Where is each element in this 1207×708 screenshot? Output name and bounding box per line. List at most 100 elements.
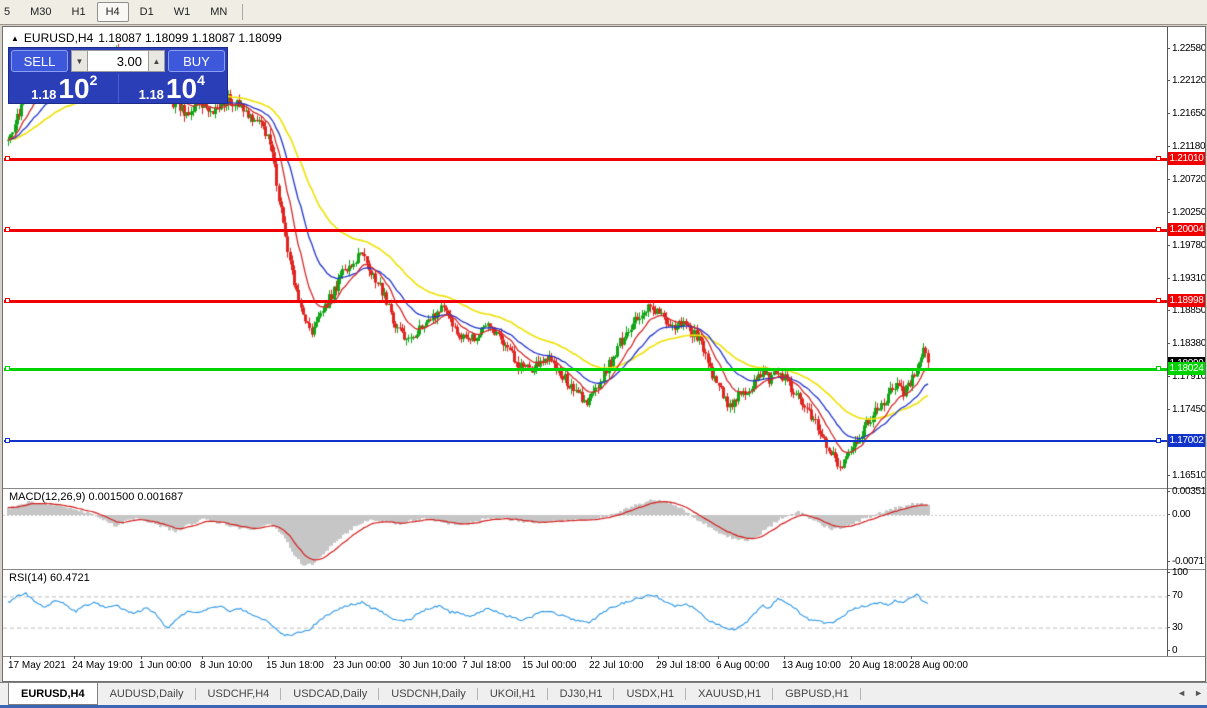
tab-ukoil-h1[interactable]: UKOil,H1 — [478, 683, 548, 705]
price-axis-tick: 1.16510 — [1167, 469, 1205, 481]
date-axis-tick: 29 Jul 18:00 — [656, 656, 711, 671]
volume-increase-button[interactable]: ▲ — [148, 50, 165, 72]
line-handle[interactable] — [1156, 227, 1161, 233]
line-handle[interactable] — [1156, 156, 1161, 162]
timeframe-m5-button[interactable]: 5 — [4, 6, 11, 18]
line-handle[interactable] — [5, 297, 10, 303]
date-axis-tick: 13 Aug 10:00 — [782, 656, 841, 671]
macd-indicator-label: MACD(12,26,9) 0.001500 0.001687 — [9, 491, 184, 503]
tabs-scroll-left-icon[interactable]: ◄ — [1177, 688, 1187, 698]
toolbar-separator — [242, 4, 244, 20]
date-axis-tick: 15 Jun 18:00 — [266, 656, 324, 671]
tab-dj30-h1[interactable]: DJ30,H1 — [548, 683, 615, 705]
timeframe-w1-button[interactable]: W1 — [173, 6, 191, 18]
line-handle[interactable] — [1156, 297, 1161, 303]
line-handle[interactable] — [5, 366, 10, 372]
tab-audusd-daily[interactable]: AUDUSD,Daily — [98, 683, 196, 705]
tab-usdcad-daily[interactable]: USDCAD,Daily — [281, 683, 380, 705]
price-axis-tick: 1.20250 — [1167, 206, 1205, 218]
date-axis-tick: 6 Aug 00:00 — [716, 656, 770, 671]
price-line-label: 1.20004 — [1168, 223, 1205, 237]
rsi-indicator-label: RSI(14) 60.4721 — [9, 572, 90, 584]
macd-axis-tick: -0.00717 — [1167, 555, 1205, 567]
price-axis-tick: 1.17450 — [1167, 403, 1205, 415]
date-axis-tick: 15 Jul 00:00 — [522, 656, 577, 671]
rsi-axis-tick: 0 — [1167, 645, 1205, 657]
tab-usdx-h1[interactable]: USDX,H1 — [614, 683, 686, 705]
price-axis-tick: 1.22580 — [1167, 43, 1205, 54]
horizontal-line-1.17002[interactable] — [4, 438, 1167, 444]
tabs-scroll-right-icon[interactable]: ► — [1194, 688, 1203, 698]
bid-price-point: 2 — [89, 72, 98, 88]
date-axis-tick: 24 May 19:00 — [72, 656, 133, 671]
tab-eurusd-h4[interactable]: EURUSD,H4 — [8, 683, 98, 705]
one-click-trading-panel: SELL ▼ ▲ BUY 1.18 10 2 1.18 10 4 — [8, 47, 228, 104]
date-axis-tick: 23 Jun 00:00 — [333, 656, 391, 671]
chart-tab-bar: EURUSD,H4 AUDUSD,Daily USDCHF,H4 USDCAD,… — [0, 682, 1207, 705]
line-handle[interactable] — [5, 156, 10, 162]
price-line-label: 1.21010 — [1168, 152, 1205, 166]
line-handle[interactable] — [5, 438, 10, 444]
tick-direction-icon: ▲ — [11, 33, 19, 43]
ask-price-pips: 10 — [165, 73, 198, 104]
macd-pane-separator — [3, 488, 1205, 489]
price-axis-tick: 1.21180 — [1167, 141, 1205, 153]
price-axis-tick: 1.18850 — [1167, 305, 1205, 317]
bid-price-pips: 10 — [58, 73, 90, 104]
rsi-axis-tick: 30 — [1167, 622, 1205, 634]
buy-button[interactable]: BUY — [168, 50, 225, 72]
bid-price-base: 1.18 — [31, 87, 57, 102]
tab-xauusd-h1[interactable]: XAUUSD,H1 — [686, 683, 774, 705]
horizontal-line-1.18998[interactable] — [4, 297, 1167, 303]
chart-symbol-label: EURUSD,H4 — [23, 31, 94, 45]
date-axis-tick: 17 May 2021 — [8, 656, 66, 671]
date-axis-tick: 30 Jun 10:00 — [399, 656, 457, 671]
chart-area: 1.22580 1.22120 1.21650 1.21180 1.20720 1.202… — [3, 27, 1205, 681]
timeframe-d1-button[interactable]: D1 — [139, 6, 154, 18]
date-axis-separator — [3, 656, 1205, 657]
price-axis-tick: 1.22120 — [1167, 75, 1205, 87]
timeframe-h4-button[interactable]: H4 — [96, 2, 129, 22]
tab-usdcnh-daily[interactable]: USDCNH,Daily — [379, 683, 478, 705]
horizontal-line-1.18024[interactable] — [4, 366, 1167, 372]
chart-ohlc-label: ▲ EURUSD,H4 1.18087 1.18099 1.18087 1.18… — [11, 31, 282, 45]
date-axis-tick: 28 Aug 00:00 — [909, 656, 968, 671]
date-axis-tick: 22 Jul 10:00 — [589, 656, 644, 671]
price-line-label: 1.17002 — [1168, 434, 1205, 448]
price-axis-line — [1167, 27, 1168, 656]
price-axis-tick: 1.17910 — [1167, 371, 1205, 383]
price-axis-tick: 1.19310 — [1167, 273, 1205, 284]
price-axis-tick: 1.20720 — [1167, 173, 1205, 185]
date-axis-tick: 7 Jul 18:00 — [462, 656, 511, 671]
rsi-canvas[interactable] — [3, 570, 1167, 656]
horizontal-line-1.21010[interactable] — [4, 156, 1167, 162]
horizontal-line-1.20004[interactable] — [4, 227, 1167, 233]
window-bottom-edge — [0, 705, 1207, 708]
timeframe-h1-button[interactable]: H1 — [71, 6, 86, 18]
macd-axis-tick: 0.00 — [1167, 509, 1205, 521]
volume-input[interactable] — [88, 50, 148, 72]
line-handle[interactable] — [1156, 438, 1161, 444]
price-axis-tick: 1.18380 — [1167, 338, 1205, 350]
price-chart-canvas[interactable] — [3, 27, 1167, 489]
date-axis-tick: 8 Jun 10:00 — [200, 656, 253, 671]
ask-price-display[interactable]: 1.18 10 4 — [119, 72, 226, 104]
timeframe-toolbar: 5 M30 H1 H4 D1 W1 MN — [0, 0, 1207, 25]
ask-price-base: 1.18 — [138, 87, 164, 102]
tab-usdchf-h4[interactable]: USDCHF,H4 — [196, 683, 282, 705]
volume-decrease-button[interactable]: ▼ — [71, 50, 88, 72]
macd-axis-tick: 0.003515 — [1167, 486, 1205, 498]
price-line-label: 1.18998 — [1168, 293, 1205, 307]
bid-price-display[interactable]: 1.18 10 2 — [11, 72, 119, 104]
line-handle[interactable] — [1156, 366, 1161, 372]
timeframe-mn-button[interactable]: MN — [210, 6, 228, 18]
line-handle[interactable] — [5, 227, 10, 233]
chart-window: 1.22580 1.22120 1.21650 1.21180 1.20720 1.202… — [2, 26, 1206, 682]
macd-canvas[interactable] — [3, 489, 1167, 569]
price-axis-tick: 1.19780 — [1167, 239, 1205, 251]
sell-button[interactable]: SELL — [11, 50, 68, 72]
timeframe-m30-button[interactable]: M30 — [30, 6, 52, 18]
ask-price-point: 4 — [197, 72, 205, 88]
price-axis-tick: 1.21650 — [1167, 108, 1205, 120]
tab-gbpusd-h1[interactable]: GBPUSD,H1 — [773, 683, 861, 705]
